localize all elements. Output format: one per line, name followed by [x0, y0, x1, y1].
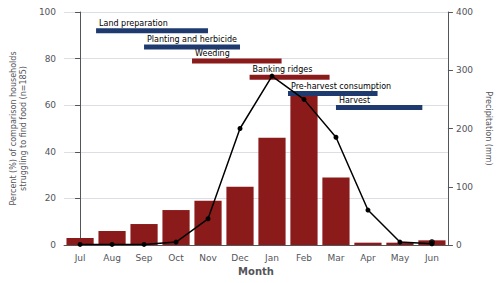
svg-text:Pre-harvest consumption: Pre-harvest consumption	[291, 82, 391, 91]
svg-text:Harvest: Harvest	[339, 96, 370, 105]
svg-text:Aug: Aug	[103, 253, 121, 263]
svg-text:Dec: Dec	[231, 253, 248, 263]
svg-text:80: 80	[45, 54, 57, 64]
svg-text:Jul: Jul	[74, 253, 86, 263]
svg-text:40: 40	[45, 147, 57, 157]
svg-text:Month: Month	[238, 266, 274, 277]
svg-text:Planting and herbicide: Planting and herbicide	[147, 35, 237, 44]
svg-text:100: 100	[39, 7, 56, 17]
svg-text:Nov: Nov	[199, 253, 217, 263]
svg-text:Jan: Jan	[264, 253, 279, 263]
svg-text:Percent (%) of comparison hous: Percent (%) of comparison households	[9, 51, 18, 205]
svg-text:200: 200	[456, 124, 473, 134]
svg-text:400: 400	[456, 7, 473, 17]
svg-text:struggling to find food (n=185: struggling to find food (n=185)	[19, 66, 28, 191]
svg-text:Jun: Jun	[424, 253, 439, 263]
svg-text:Land preparation: Land preparation	[99, 19, 168, 28]
svg-text:100: 100	[456, 182, 473, 192]
svg-text:Apr: Apr	[360, 253, 376, 263]
svg-text:Precipitation (mm): Precipitation (mm)	[484, 91, 493, 165]
svg-text:Banking ridges: Banking ridges	[253, 65, 313, 74]
svg-text:0: 0	[50, 240, 56, 250]
svg-text:Mar: Mar	[327, 253, 344, 263]
svg-text:Feb: Feb	[296, 253, 312, 263]
svg-text:Weeding: Weeding	[195, 49, 230, 58]
svg-text:Oct: Oct	[168, 253, 184, 263]
svg-text:300: 300	[456, 65, 473, 75]
svg-text:Sep: Sep	[136, 253, 153, 263]
svg-text:20: 20	[45, 193, 57, 203]
svg-text:May: May	[391, 253, 410, 263]
svg-text:0: 0	[456, 240, 462, 250]
svg-text:60: 60	[45, 100, 57, 110]
